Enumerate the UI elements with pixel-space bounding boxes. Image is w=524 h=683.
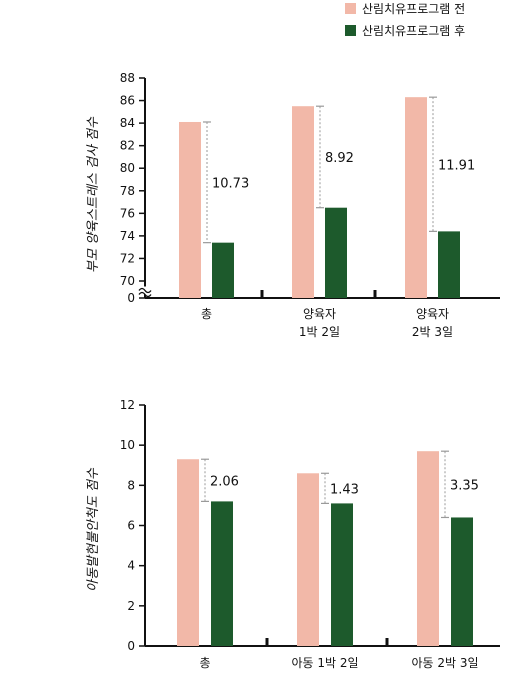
bar-before <box>292 106 314 298</box>
y-tick-label: 2 <box>127 599 135 613</box>
y-tick-label: 74 <box>120 229 135 243</box>
legend-swatch-after <box>345 25 356 36</box>
chart-panel-child-anxiety: 0 2 4 6 8 10 12 아동발현불안척도 점수 2.06 총 1.43 아동 1박 2일 3.3… <box>86 398 500 670</box>
legend-label-before: 산림치유프로그램 전 <box>362 2 465 16</box>
chart-panel-parent-stress: 0 70 72 74 76 78 80 82 84 86 88 부모 양육스트레스 검사 점수 10.7… <box>86 71 500 339</box>
y-tick-label: 4 <box>127 559 135 573</box>
bar-after <box>325 207 347 298</box>
y-tick-label: 78 <box>120 184 135 198</box>
y-tick-label: 8 <box>127 478 135 492</box>
diff-annotation: 10.73 <box>212 176 249 191</box>
bar-before <box>177 459 199 646</box>
x-category-label: 아동 2박 3일 <box>411 656 478 670</box>
y-tick-label: 0 <box>127 639 135 653</box>
y-tick-label: 86 <box>120 94 135 108</box>
y-tick-label: 6 <box>127 519 135 533</box>
bar-after <box>438 231 460 298</box>
legend-swatch-before <box>345 3 356 14</box>
bar-before <box>417 451 439 646</box>
bar-before <box>179 121 201 298</box>
y-tick-label: 82 <box>120 139 135 153</box>
y-axis-label: 아동발현불안척도 점수 <box>86 467 101 592</box>
diff-annotation: 3.35 <box>450 478 479 493</box>
x-category-label: 양육자 <box>416 307 449 321</box>
y-tick-label: 80 <box>120 161 135 175</box>
x-category-label: 총 <box>201 307 212 321</box>
y-tick-label: 70 <box>120 274 135 288</box>
y-tick-label: 88 <box>120 71 135 85</box>
y-tick-label: 0 <box>127 291 135 305</box>
diff-annotation: 8.92 <box>325 151 354 166</box>
bar-after <box>212 242 234 298</box>
y-tick-label: 84 <box>120 116 135 130</box>
x-category-label: 1박 2일 <box>299 325 340 339</box>
bar-after <box>211 501 233 646</box>
bar-after <box>451 517 473 646</box>
bar-before <box>297 473 319 646</box>
y-tick-label: 76 <box>120 206 135 220</box>
x-category-label: 양육자 <box>303 307 336 321</box>
y-tick-label: 12 <box>120 398 135 412</box>
legend: 산림치유프로그램 전 산림치유프로그램 후 <box>345 2 465 38</box>
y-tick-label: 72 <box>120 251 135 265</box>
bar-after <box>331 503 353 646</box>
y-tick-label: 10 <box>120 438 135 452</box>
x-category-label: 아동 1박 2일 <box>291 656 358 670</box>
legend-label-after: 산림치유프로그램 후 <box>362 24 465 38</box>
x-category-label: 총 <box>199 656 210 670</box>
x-category-label: 2박 3일 <box>412 325 453 339</box>
bar-before <box>405 97 427 298</box>
axis-break-mark <box>138 291 152 298</box>
axis-break-mark <box>138 287 152 294</box>
diff-annotation: 1.43 <box>330 482 359 497</box>
diff-annotation: 11.91 <box>438 158 475 173</box>
diff-annotation: 2.06 <box>210 474 239 489</box>
y-axis-label: 부모 양육스트레스 검사 점수 <box>86 116 101 273</box>
